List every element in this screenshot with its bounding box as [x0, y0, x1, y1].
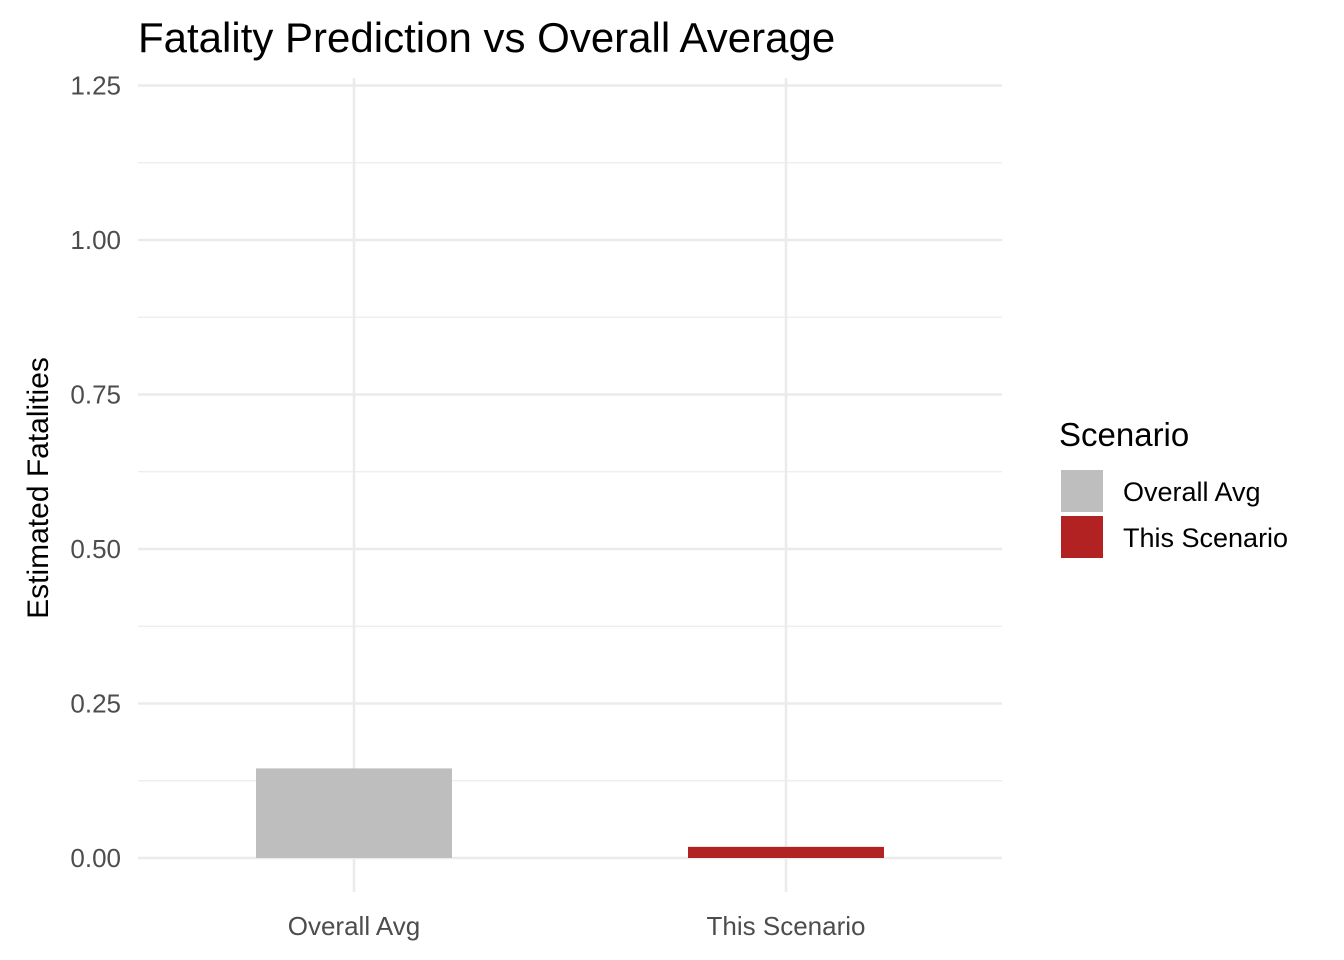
bar	[688, 846, 884, 858]
legend: Scenario Overall Avg This Scenario	[1059, 416, 1288, 558]
y-axis-label: Estimated Fatalities	[22, 357, 55, 619]
y-axis-ticks: 0.00 0.25 0.50 0.75 1.00 1.25	[70, 71, 121, 874]
legend-swatch	[1061, 516, 1103, 558]
x-axis-ticks: Overall Avg This Scenario	[288, 911, 866, 941]
y-tick-label: 0.75	[70, 380, 121, 410]
y-tick-label: 1.25	[70, 71, 121, 101]
bars	[256, 768, 884, 858]
x-tick-label: This Scenario	[707, 911, 866, 941]
legend-label: Overall Avg	[1123, 477, 1261, 507]
x-tick-label: Overall Avg	[288, 911, 420, 941]
legend-title: Scenario	[1059, 416, 1189, 453]
legend-label: This Scenario	[1123, 523, 1288, 553]
bar	[256, 768, 452, 858]
chart-title: Fatality Prediction vs Overall Average	[138, 14, 835, 61]
y-tick-label: 0.25	[70, 689, 121, 719]
y-tick-label: 0.50	[70, 534, 121, 564]
legend-swatch	[1061, 470, 1103, 512]
y-tick-label: 0.00	[70, 843, 121, 873]
y-tick-label: 1.00	[70, 225, 121, 255]
